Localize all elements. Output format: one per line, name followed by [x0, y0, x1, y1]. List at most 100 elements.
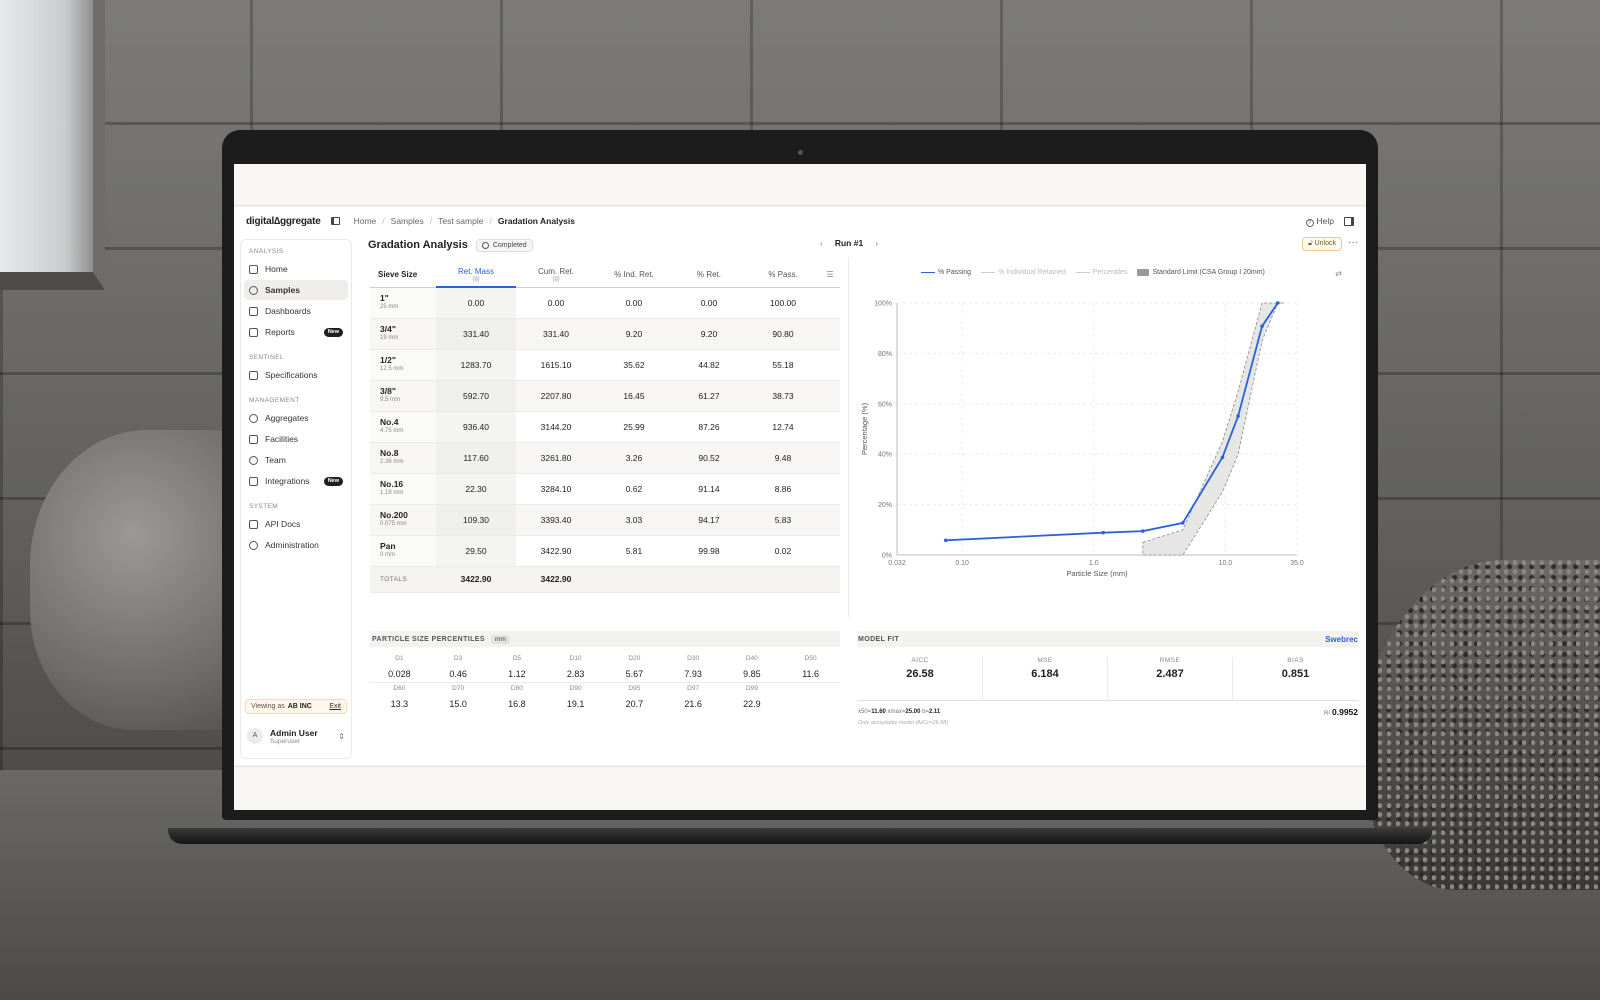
cell-ind: 16.45 [596, 380, 672, 412]
laptop-base [168, 828, 1432, 844]
breadcrumb-samples[interactable]: Samples [390, 216, 424, 226]
percentile-key: D99 [745, 685, 758, 692]
column-header-pct-ret[interactable]: % Ret. [672, 263, 746, 288]
unit-toggle[interactable]: mm [490, 634, 510, 644]
model-selector-link[interactable]: Swebrec [1325, 634, 1358, 644]
model-fit-panel: MODEL FIT Swebrec AICC 26.58 MSE 6.184 RMS… [858, 631, 1358, 726]
column-header-label: Cum. Ret. [537, 267, 574, 277]
cell-pass: 9.48 [746, 442, 820, 474]
cell-ret[interactable]: 109.30 [436, 504, 516, 536]
sidebar-toggle-icon[interactable] [330, 217, 340, 225]
sieve-size-cell: No.8 2.36 mm [370, 442, 436, 474]
column-header-sieve-size[interactable]: Sieve Size [370, 263, 436, 288]
sieve-mm: 0.075 mm [380, 520, 407, 527]
sidebar-item-team[interactable]: Team [244, 450, 348, 470]
cell-ret[interactable]: 592.70 [436, 380, 516, 412]
sidebar-item-administration[interactable]: Administration [244, 535, 348, 555]
percentile-value: 7.93 [663, 665, 723, 683]
sidebar-item-reports[interactable]: Reports New [244, 322, 348, 342]
fit-parameters: x50=11.60 xmax=25.00 b=2.11 R² 0.9952 [858, 707, 1358, 717]
x-tick-label: 1.0 [1089, 560, 1099, 567]
sieve-mm: 12.5 mm [380, 365, 404, 372]
column-settings-button[interactable]: ☰ [820, 263, 840, 288]
sidebar-item-aggregates[interactable]: Aggregates [244, 408, 348, 428]
run-label: Run #1 [834, 238, 864, 248]
sieve-label: 1/2" [380, 354, 396, 365]
user-menu[interactable]: A Admin User Superuser ⇕ [247, 722, 345, 750]
model-fit-title: MODEL FIT [858, 635, 900, 643]
column-header-label: % Ind. Ret. [614, 270, 654, 280]
x-tick-label: 10.0 [1219, 560, 1233, 567]
y-tick-label: 100% [874, 301, 892, 308]
totals-label: TOTALS [370, 566, 436, 593]
legend-item-standard-limit[interactable]: Standard Limit (CSA Group I 20mm) [1137, 269, 1265, 276]
metric-label: BIAS [1287, 657, 1304, 664]
cell-pass: 5.83 [746, 504, 820, 536]
legend-item-passing[interactable]: % Passing [921, 269, 971, 276]
sieve-label: Pan [380, 540, 396, 551]
column-header-ret-mass[interactable]: Ret. Mass (g) [436, 263, 516, 288]
next-run-button[interactable]: › [875, 238, 879, 248]
percentile-key: D95 [628, 685, 641, 692]
cell-pret: 9.20 [672, 318, 746, 350]
breadcrumb-separator: / [382, 216, 385, 226]
sidebar-item-specifications[interactable]: Specifications [244, 365, 348, 385]
sidebar-item-dashboards[interactable]: Dashboards [244, 301, 348, 321]
legend-item-individual-retained[interactable]: % Individual Retained [981, 269, 1066, 276]
sieve-mm: 4.75 mm [380, 427, 404, 434]
help-button[interactable]: ? Help [1305, 216, 1334, 227]
sieve-size-cell: 3/4" 19 mm [370, 318, 436, 350]
breadcrumb-home[interactable]: Home [353, 216, 377, 226]
sidebar-item-samples[interactable]: Samples [244, 280, 348, 300]
sidebar-item-facilities[interactable]: Facilities [244, 429, 348, 449]
metric-bias: BIAS 0.851 [1233, 657, 1358, 700]
y-tick-label: 60% [878, 401, 892, 408]
user-info: Admin User Superuser [270, 728, 318, 745]
prev-run-button[interactable]: ‹ [820, 238, 823, 248]
cell-ret[interactable]: 331.40 [436, 318, 516, 350]
percentile-key: D50 [804, 655, 817, 662]
percentile-value: 0.028 [370, 665, 429, 683]
breadcrumb-test-sample[interactable]: Test sample [438, 216, 484, 226]
clipboard-icon [249, 327, 258, 337]
sieve-label: 3/4" [380, 323, 396, 334]
sidebar-item-integrations[interactable]: Integrations New [244, 471, 348, 491]
param-value: 11.60 [871, 709, 886, 715]
cell-cum: 3422.90 [516, 535, 596, 567]
exit-view-button[interactable]: Exit [329, 703, 341, 710]
right-panel-toggle-icon[interactable] [1344, 216, 1354, 226]
column-header-pct-pass[interactable]: % Pass. [746, 263, 820, 288]
table-row: 3/8" 9.5 mm 592.70 2207.80 16.45 61.27 38.73 [370, 380, 840, 412]
column-header-label: % Ret. [696, 270, 721, 280]
cell-ret[interactable]: 22.30 [436, 473, 516, 505]
cell-pass: 12.74 [746, 411, 820, 443]
app-logo[interactable]: digital∆ggregate [246, 215, 321, 227]
metric-value: 26.58 [906, 668, 934, 680]
chevron-updown-icon: ⇕ [338, 731, 345, 741]
sieve-size-cell: No.16 1.18 mm [370, 473, 436, 505]
new-badge: New [323, 476, 343, 486]
cell-ret[interactable]: 1283.70 [436, 349, 516, 381]
column-header-label: Ret. Mass [457, 267, 494, 276]
grid-icon [249, 306, 258, 316]
sidebar-item-api-docs[interactable]: API Docs [244, 514, 348, 534]
r2-value: 0.9952 [1332, 707, 1358, 717]
unlock-button[interactable]: 🔓︎ Unlock [1302, 237, 1342, 251]
column-header-unit: (g) [552, 276, 560, 283]
aggregate-icon [249, 413, 258, 423]
sidebar-item-home[interactable]: Home [244, 259, 348, 279]
swap-axes-icon[interactable]: ⇄ [1335, 269, 1342, 278]
table-row: Pan 0 mm 29.50 3422.90 5.81 99.98 0.02 [370, 535, 840, 567]
cell-pret: 61.27 [672, 380, 746, 412]
cell-ret[interactable]: 936.40 [436, 411, 516, 443]
cell-ret[interactable]: 117.60 [436, 442, 516, 474]
cell-ret[interactable]: 29.50 [436, 535, 516, 567]
more-options-button[interactable]: ··· [1348, 237, 1358, 248]
column-header-ind-ret[interactable]: % Ind. Ret. [596, 263, 672, 288]
param-xmax: xmax=25.00 [888, 709, 921, 715]
percentile-key: D90 [569, 685, 582, 692]
cell-ret[interactable]: 0.00 [436, 287, 516, 319]
legend-item-percentiles[interactable]: Percentiles [1075, 269, 1127, 276]
r2-label: R² [1323, 711, 1331, 717]
column-header-cum-ret[interactable]: Cum. Ret. (g) [516, 263, 596, 288]
